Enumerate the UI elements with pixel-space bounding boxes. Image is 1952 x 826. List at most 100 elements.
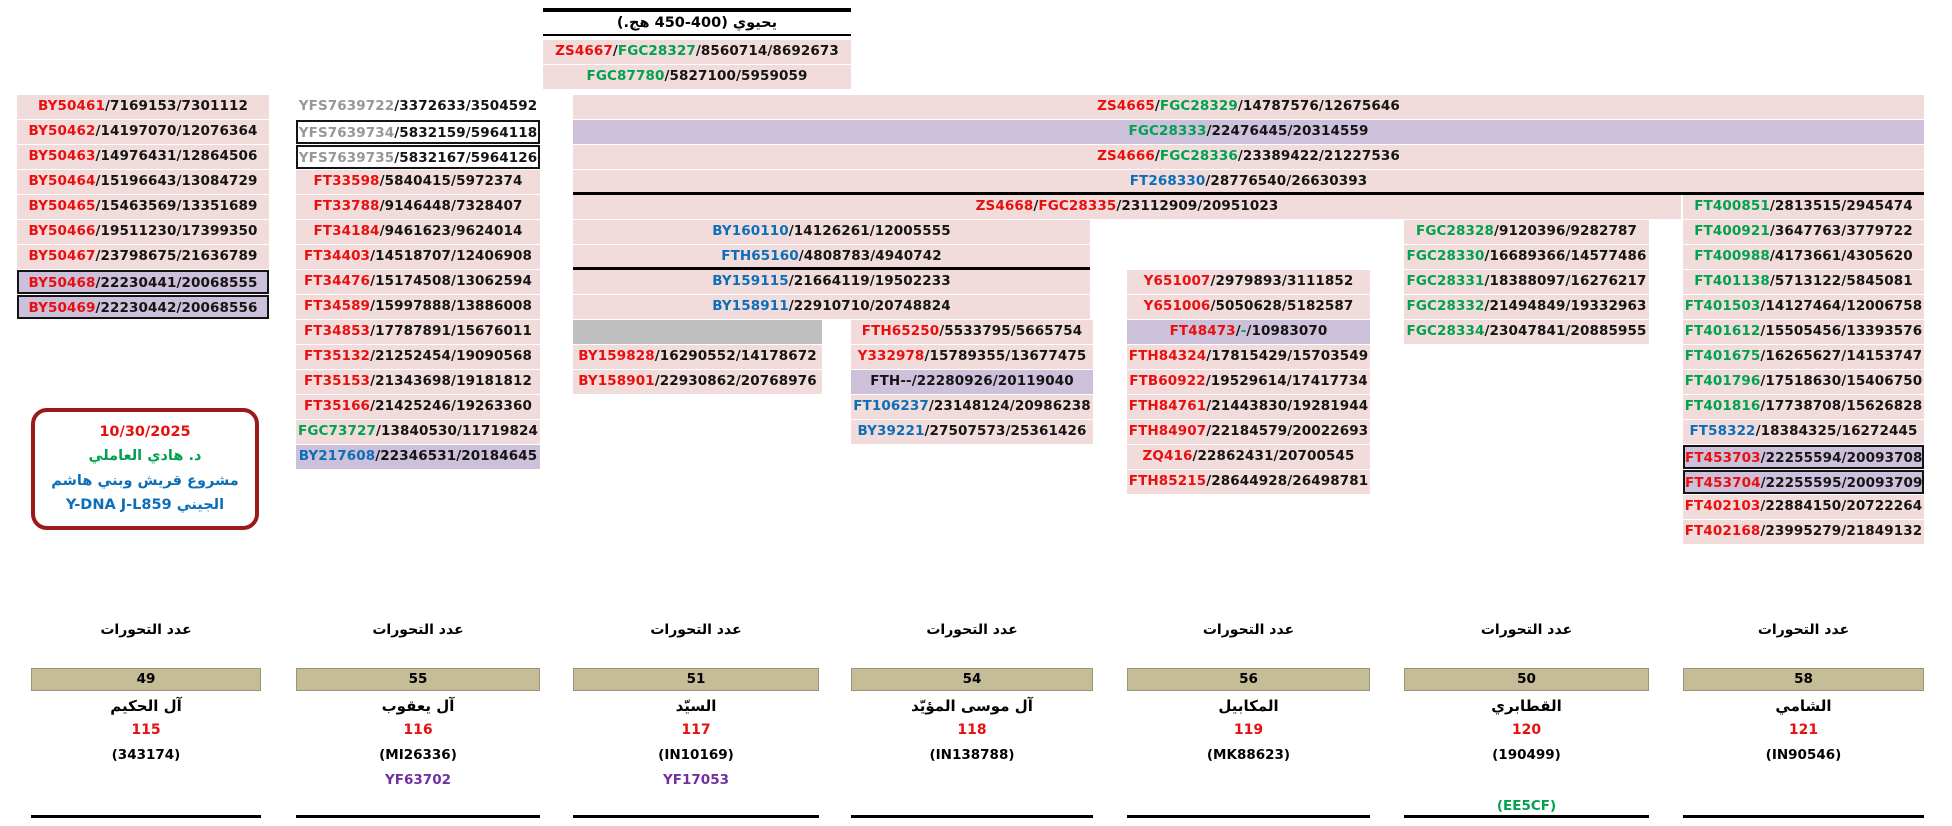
snp-row[interactable]: BY50467/23798675/21636789 bbox=[17, 245, 269, 269]
snp-row[interactable]: FT35166/21425246/19263360 bbox=[296, 395, 540, 419]
snp-part: BY50466 bbox=[28, 223, 96, 239]
snp-row[interactable]: FGC28330/16689366/14577486 bbox=[1404, 245, 1649, 269]
mid-haplogroup-bars: BY160110/14126261/12005555 FTH65160/48087… bbox=[573, 220, 1090, 320]
snp-row[interactable]: FT33788/9146448/7328407 bbox=[296, 195, 540, 219]
snp-part: /15463569/13351689 bbox=[95, 198, 258, 214]
family-column-shami: عدد التحورات 58 الشامي 121 (IN90546) bbox=[1683, 622, 1924, 822]
snp-row[interactable] bbox=[573, 320, 822, 344]
snp-row[interactable]: BY50461/7169153/7301112 bbox=[17, 95, 269, 119]
snp-row[interactable]: ZS4665/FGC28329/14787576/12675646 bbox=[573, 95, 1924, 119]
snp-part: FT401796 bbox=[1684, 373, 1761, 389]
snp-row[interactable]: FT401503/14127464/12006758 bbox=[1683, 295, 1924, 319]
clade-header-yahyawi: يحيوي (400-450 هج.) bbox=[543, 8, 851, 36]
snp-row[interactable]: FT34853/17787891/15676011 bbox=[296, 320, 540, 344]
snp-column-yfs-ft33: YFS7639722/3372633/3504592 YFS7639734/583… bbox=[296, 95, 540, 470]
snp-row[interactable]: Y651006/5050628/5182587 bbox=[1127, 295, 1370, 319]
snp-row[interactable]: ZS4666/FGC28336/23389422/21227536 bbox=[573, 145, 1924, 169]
snp-row[interactable]: Y332978/15789355/13677475 bbox=[851, 345, 1093, 369]
bottom-line bbox=[31, 815, 261, 818]
snp-row[interactable]: FT400851/2813515/2945474 bbox=[1683, 195, 1924, 219]
snp-row[interactable]: FT401796/17518630/15406750 bbox=[1683, 370, 1924, 394]
snp-part: FT34589 bbox=[303, 298, 371, 314]
snp-row[interactable]: BY39221/27507573/25361426 bbox=[851, 420, 1093, 444]
snp-row[interactable]: FGC28331/18388097/16276217 bbox=[1404, 270, 1649, 294]
snp-row[interactable]: FT402103/22884150/20722264 bbox=[1683, 495, 1924, 519]
snp-row[interactable]: FT453703/22255594/20093708 bbox=[1683, 445, 1924, 469]
snp-part: /14126261/12005555 bbox=[788, 223, 951, 239]
snp-row[interactable]: FT268330/28776540/26630393 bbox=[573, 170, 1924, 194]
divider-line-mid bbox=[573, 267, 1090, 270]
snp-row[interactable]: FT34184/9461623/9624014 bbox=[296, 220, 540, 244]
snp-row[interactable]: FT34403/14518707/12406908 bbox=[296, 245, 540, 269]
snp-row[interactable]: ZS4667/FGC28327/8560714/8692673 bbox=[543, 40, 851, 64]
snp-row[interactable]: FT58322/18384325/16272445 bbox=[1683, 420, 1924, 444]
snp-row[interactable]: FT400921/3647763/3779722 bbox=[1683, 220, 1924, 244]
snp-row[interactable]: FGC73727/13840530/11719824 bbox=[296, 420, 540, 444]
snp-row[interactable]: YFS7639734/5832159/5964118 bbox=[296, 120, 540, 144]
snp-row[interactable]: BY50465/15463569/13351689 bbox=[17, 195, 269, 219]
snp-part: /21664119/19502233 bbox=[788, 273, 951, 289]
snp-row[interactable]: FTH84324/17815429/15703549 bbox=[1127, 345, 1370, 369]
snp-row[interactable]: FGC28332/21494849/19332963 bbox=[1404, 295, 1649, 319]
family-name: المكابيل bbox=[1218, 697, 1279, 715]
snp-part: /22184579/20022693 bbox=[1206, 423, 1369, 439]
snp-row[interactable]: FT34476/15174508/13062594 bbox=[296, 270, 540, 294]
snp-row[interactable]: FT35132/21252454/19090568 bbox=[296, 345, 540, 369]
snp-row[interactable]: FT35153/21343698/19181812 bbox=[296, 370, 540, 394]
snp-row[interactable]: BY50466/19511230/17399350 bbox=[17, 220, 269, 244]
snp-row[interactable]: FTH--/22280926/20119040 bbox=[851, 370, 1093, 394]
snp-row[interactable]: BY159828/16290552/14178672 bbox=[573, 345, 822, 369]
snp-row[interactable]: BY160110/14126261/12005555 bbox=[573, 220, 1090, 244]
snp-row[interactable]: BY50463/14976431/12864506 bbox=[17, 145, 269, 169]
snp-row[interactable]: FGC28328/9120396/9282787 bbox=[1404, 220, 1649, 244]
snp-row[interactable]: FT401816/17738708/15626828 bbox=[1683, 395, 1924, 419]
snp-row[interactable]: FT401138/5713122/5845081 bbox=[1683, 270, 1924, 294]
snp-row[interactable]: FT33598/5840415/5972374 bbox=[296, 170, 540, 194]
snp-row[interactable]: BY159115/21664119/19502233 bbox=[573, 270, 1090, 294]
snp-row[interactable]: Y651007/2979893/3111852 bbox=[1127, 270, 1370, 294]
snp-row[interactable]: FTH85215/28644928/26498781 bbox=[1127, 470, 1370, 494]
snp-row[interactable]: YFS7639735/5832167/5964126 bbox=[296, 145, 540, 169]
snp-row[interactable]: FT401612/15505456/13393576 bbox=[1683, 320, 1924, 344]
snp-part: /23995279/21849132 bbox=[1760, 523, 1923, 539]
snp-row[interactable]: ZQ416/22862431/20700545 bbox=[1127, 445, 1370, 469]
snp-row[interactable]: FT34589/15997888/13886008 bbox=[296, 295, 540, 319]
snp-row[interactable]: FTH84907/22184579/20022693 bbox=[1127, 420, 1370, 444]
family-column-sayyid: عدد التحورات 51 السيّد 117 (IN10169) YF17053 bbox=[573, 622, 819, 822]
snp-row[interactable]: FT402168/23995279/21849132 bbox=[1683, 520, 1924, 544]
snp-part: FT35132 bbox=[303, 348, 371, 364]
snp-row[interactable]: FT106237/23148124/20986238 bbox=[851, 395, 1093, 419]
snp-row[interactable]: YFS7639722/3372633/3504592 bbox=[296, 95, 540, 119]
snp-row[interactable]: FTH84761/21443830/19281944 bbox=[1127, 395, 1370, 419]
snp-row[interactable]: FGC87780/5827100/5959059 bbox=[543, 65, 851, 89]
snp-row[interactable]: FT453704/22255595/20093709 bbox=[1683, 470, 1924, 494]
snp-row[interactable]: BY217608/22346531/20184645 bbox=[296, 445, 540, 469]
snp-row[interactable]: BY50464/15196643/13084729 bbox=[17, 170, 269, 194]
bottom-line bbox=[296, 815, 540, 818]
snp-row[interactable]: BY50468/22230441/20068555 bbox=[17, 270, 269, 294]
snp-part: /21425246/19263360 bbox=[370, 398, 533, 414]
snp-part: /18384325/16272445 bbox=[1755, 423, 1918, 439]
snp-row[interactable]: FT48473/-/10983070 bbox=[1127, 320, 1370, 344]
snp-part: /7169153/7301112 bbox=[105, 98, 248, 114]
snp-row[interactable]: FGC28334/23047841/20885955 bbox=[1404, 320, 1649, 344]
snp-row[interactable]: FGC28333/22476445/20314559 bbox=[573, 120, 1924, 144]
snp-row[interactable]: FT400988/4173661/4305620 bbox=[1683, 245, 1924, 269]
snp-part: BY50468 bbox=[28, 275, 96, 291]
snp-row[interactable]: FT401675/16265627/14153747 bbox=[1683, 345, 1924, 369]
snp-row[interactable]: BY158911/22910710/20748824 bbox=[573, 295, 1090, 319]
snp-row[interactable]: BY158901/22930862/20768976 bbox=[573, 370, 822, 394]
snp-row[interactable]: FTH65160/4808783/4940742 bbox=[573, 245, 1090, 269]
snp-part: FT35153 bbox=[303, 373, 371, 389]
snp-part: Y651007 bbox=[1143, 273, 1211, 289]
bottom-line bbox=[573, 815, 819, 818]
snp-row[interactable]: ZS4668/FGC28335/23112909/20951023 bbox=[573, 195, 1681, 219]
snp-row[interactable]: FTB60922/19529614/17417734 bbox=[1127, 370, 1370, 394]
snp-row[interactable]: BY50462/14197070/12076364 bbox=[17, 120, 269, 144]
snp-part: FT401816 bbox=[1684, 398, 1761, 414]
snp-row[interactable]: FTH65250/5533795/5665754 bbox=[851, 320, 1093, 344]
snp-row[interactable]: BY50469/22230442/20068556 bbox=[17, 295, 269, 319]
snp-part: FT400921 bbox=[1694, 223, 1770, 239]
snp-part: /2813515/2945474 bbox=[1769, 198, 1913, 214]
snp-part: /3647763/3779722 bbox=[1769, 223, 1913, 239]
